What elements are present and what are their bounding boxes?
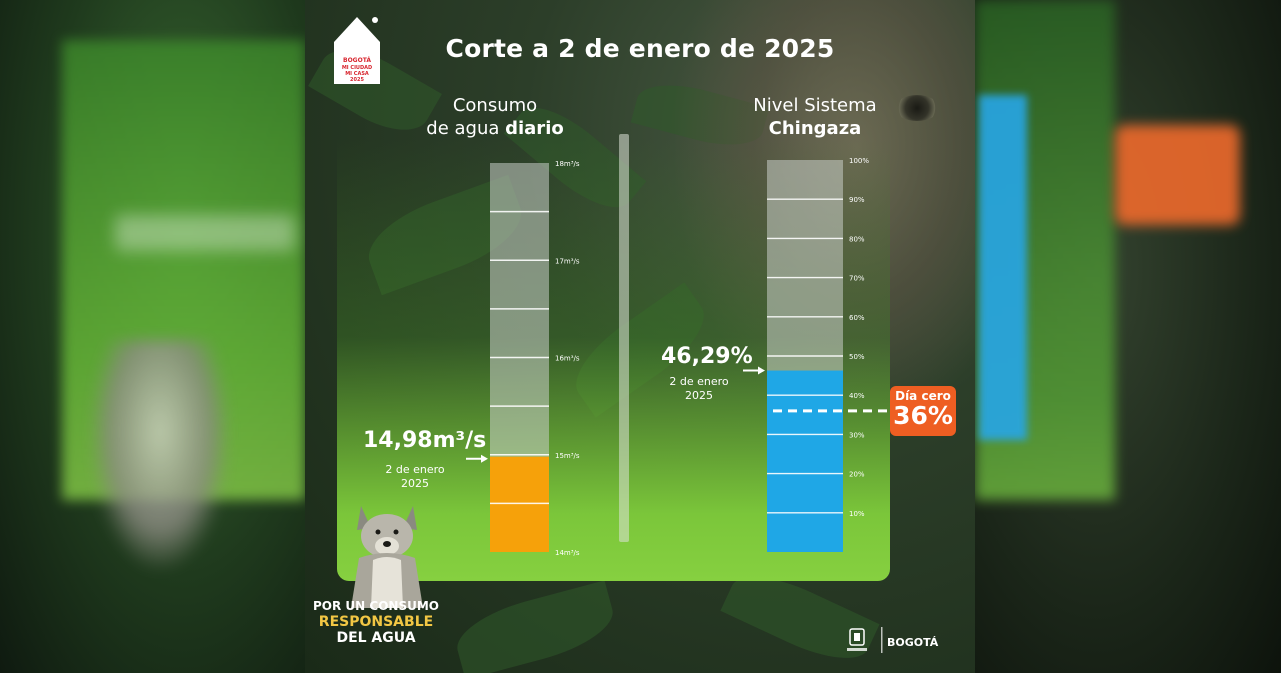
logo-line3: MI CASA (345, 71, 369, 77)
slogan-line3: DEL AGUA (336, 630, 416, 646)
blurred-background-right (975, 0, 1281, 673)
left-date-label: 2 de enero 2025 (375, 463, 455, 491)
right-tick-label: 80% (849, 235, 865, 243)
right-chart-title-line1: Nivel Sistema (753, 95, 877, 116)
right-tick-label: 70% (849, 275, 865, 283)
right-bar-value (767, 370, 843, 552)
infographic-poster: BOGOTÁ MI CIUDAD MI CASA 2025 Corte a 2 … (305, 0, 975, 673)
left-chart-title: Consumo de agua diario (405, 94, 585, 140)
page-title: Corte a 2 de enero de 2025 (445, 34, 835, 63)
right-tick-label: 30% (849, 431, 865, 439)
left-tick-label: 15m³/s (555, 452, 580, 460)
logo-year: 2025 (350, 77, 364, 83)
left-chart-title-line2: de agua (426, 118, 506, 139)
logo-line2: MI CIUDAD (342, 65, 372, 71)
right-date-line1: 2 de enero (669, 375, 729, 388)
right-value-arrowhead (758, 366, 765, 375)
blurred-background-left (0, 0, 305, 673)
dia-cero-label: Día cero (895, 389, 951, 403)
left-value-arrowhead (481, 454, 488, 463)
left-value-label: 14,98m³/s (363, 428, 487, 453)
footer-brand: BOGOTÁ (887, 636, 939, 649)
slogan-line1: POR UN CONSUMO (313, 599, 439, 613)
right-date-label: 2 de enero 2025 (659, 375, 739, 403)
slogan-line2: RESPONSABLE (318, 614, 434, 630)
charts-svg: 14m³/s 15m³/s 16m³/s 17m³/s 18m³/s 10% 20% 30% 4… (466, 157, 890, 557)
right-value-label: 46,29% (661, 344, 753, 369)
right-chart-title: Nivel Sistema Chingaza (725, 94, 905, 140)
left-tick-label: 17m³/s (555, 257, 580, 265)
right-tick-label: 60% (849, 314, 865, 322)
left-bar-value (490, 456, 549, 552)
right-tick-label: 10% (849, 510, 865, 518)
left-tick-label: 14m³/s (555, 549, 580, 557)
right-tick-label: 100% (849, 157, 869, 165)
left-chart-title-line1: Consumo (452, 95, 538, 116)
right-tick-label: 20% (849, 471, 865, 479)
left-tick-label: 18m³/s (555, 160, 580, 168)
left-tick-label: 16m³/s (555, 355, 580, 363)
right-tick-label: 50% (849, 353, 865, 361)
right-date-line2: 2025 (685, 389, 713, 402)
logo-line1: BOGOTÁ (343, 57, 371, 64)
center-divider (619, 134, 629, 542)
dia-cero-badge: Día cero 36% (890, 386, 956, 436)
fox-image (351, 506, 423, 608)
right-chart-title-bold: Chingaza (768, 118, 862, 139)
left-chart-title-bold: diario (505, 118, 564, 139)
slogan: POR UN CONSUMO RESPONSABLE DEL AGUA (313, 598, 439, 646)
bogota-mi-casa-logo: BOGOTÁ MI CIUDAD MI CASA 2025 (334, 17, 380, 84)
dia-cero-value: 36% (893, 401, 953, 430)
left-date-line1: 2 de enero (385, 463, 445, 476)
right-tick-label: 90% (849, 196, 865, 204)
alcaldia-logo (847, 627, 883, 653)
right-tick-label: 40% (849, 392, 865, 400)
left-date-line2: 2025 (401, 477, 429, 490)
